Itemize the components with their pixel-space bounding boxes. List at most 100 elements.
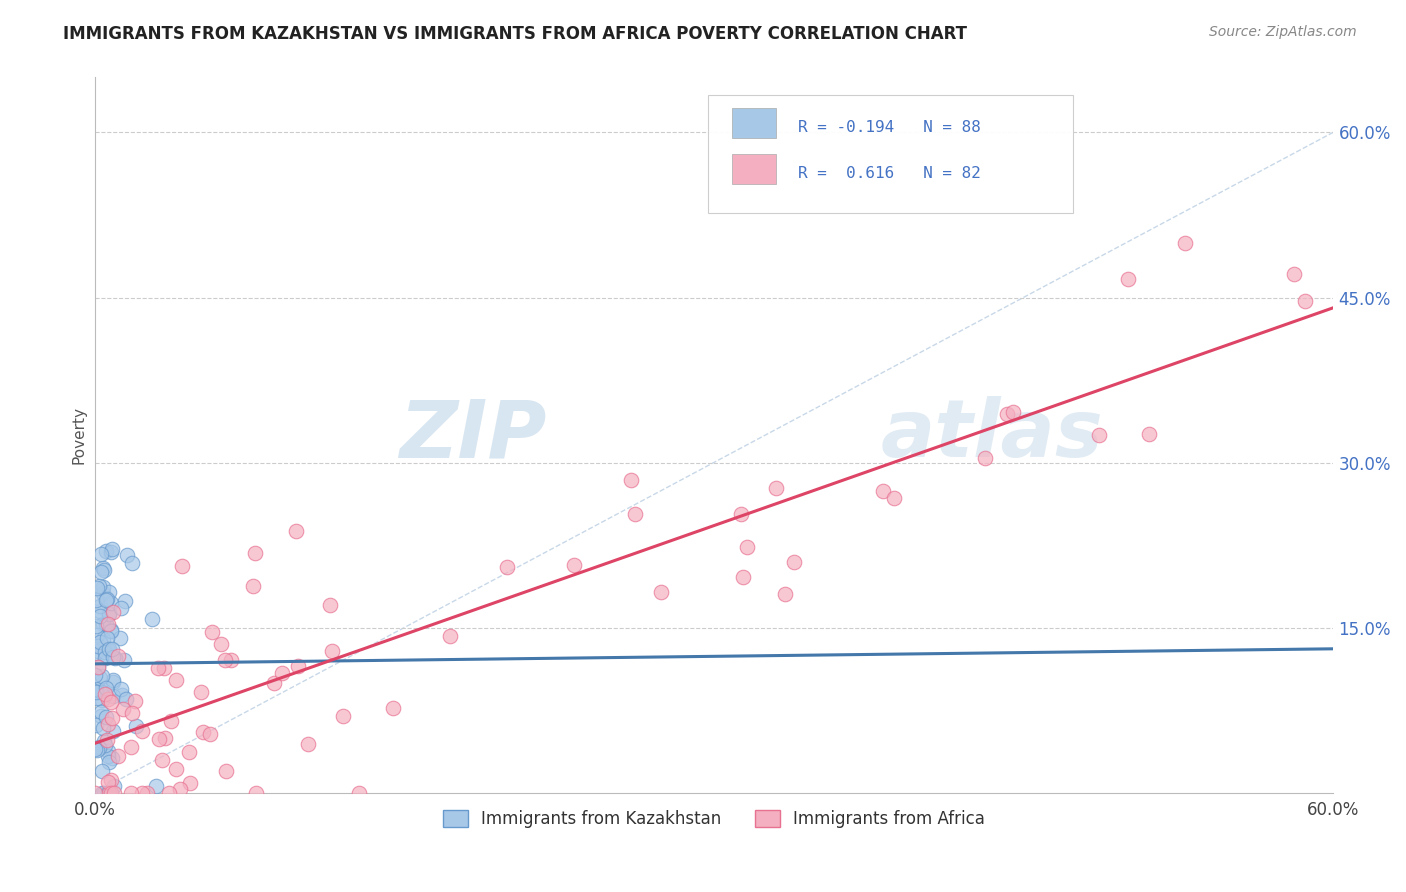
Point	[1282, 267, 1305, 281]
Point	[332, 709, 354, 723]
Point	[297, 738, 319, 752]
Point	[91, 721, 114, 735]
Point	[731, 570, 754, 584]
Point	[101, 750, 124, 764]
Point	[97, 717, 120, 731]
Point	[245, 546, 267, 560]
Point	[170, 558, 193, 573]
Point	[131, 786, 153, 800]
Point	[86, 592, 108, 607]
Point	[87, 660, 110, 674]
Point	[89, 635, 111, 649]
Point	[1116, 271, 1139, 285]
Point	[145, 780, 167, 794]
Text: ZIP: ZIP	[399, 396, 547, 474]
Point	[108, 631, 131, 645]
Point	[141, 612, 163, 626]
Point	[153, 661, 176, 675]
Point	[97, 786, 120, 800]
Point	[190, 685, 212, 699]
Text: R = -0.194   N = 88: R = -0.194 N = 88	[799, 120, 981, 135]
Point	[100, 695, 122, 709]
Point	[94, 648, 117, 663]
Point	[155, 731, 177, 745]
Point	[96, 732, 118, 747]
Point	[96, 681, 118, 696]
Point	[883, 491, 905, 506]
Point	[96, 631, 118, 645]
Point	[773, 587, 796, 601]
Point	[214, 653, 236, 667]
Point	[101, 723, 124, 738]
FancyBboxPatch shape	[733, 154, 776, 185]
Text: atlas: atlas	[882, 396, 1104, 474]
Point	[150, 752, 173, 766]
Point	[97, 643, 120, 657]
Point	[169, 781, 191, 796]
Text: IMMIGRANTS FROM KAZAKHSTAN VS IMMIGRANTS FROM AFRICA POVERTY CORRELATION CHART: IMMIGRANTS FROM KAZAKHSTAN VS IMMIGRANTS…	[63, 25, 967, 43]
Text: R =  0.616   N = 82: R = 0.616 N = 82	[799, 167, 981, 181]
Point	[86, 628, 108, 642]
Point	[104, 651, 127, 665]
Point	[114, 594, 136, 608]
Point	[84, 742, 107, 756]
Point	[86, 582, 108, 596]
Point	[287, 659, 309, 673]
Point	[98, 607, 121, 621]
Point	[103, 689, 125, 703]
Point	[93, 733, 115, 747]
Point	[84, 786, 107, 800]
Point	[98, 607, 121, 621]
Point	[87, 740, 110, 755]
Point	[96, 592, 118, 607]
Point	[89, 609, 111, 624]
Point	[103, 779, 125, 793]
Point	[97, 585, 120, 599]
Point	[1137, 427, 1160, 442]
Point	[120, 786, 142, 800]
FancyBboxPatch shape	[707, 95, 1073, 213]
Legend: Immigrants from Kazakhstan, Immigrants from Africa: Immigrants from Kazakhstan, Immigrants f…	[436, 803, 991, 834]
Point	[650, 585, 672, 599]
Point	[86, 691, 108, 706]
Point	[94, 738, 117, 752]
Point	[87, 578, 110, 592]
Y-axis label: Poverty: Poverty	[72, 406, 86, 464]
Point	[93, 645, 115, 659]
Point	[97, 756, 120, 770]
Point	[165, 762, 187, 776]
Point	[98, 786, 121, 800]
Point	[382, 700, 405, 714]
Point	[84, 717, 107, 731]
Point	[91, 786, 114, 800]
Point	[624, 508, 647, 522]
Point	[157, 786, 180, 800]
Point	[100, 711, 122, 725]
Point	[91, 561, 114, 575]
Point	[89, 599, 111, 613]
Point	[285, 524, 308, 538]
Point	[103, 786, 125, 800]
Point	[90, 764, 112, 778]
Point	[100, 624, 122, 638]
Point	[148, 732, 170, 747]
Point	[91, 632, 114, 647]
Point	[131, 724, 153, 739]
Point	[1001, 405, 1024, 419]
Point	[120, 740, 142, 755]
Point	[765, 481, 787, 495]
Point	[564, 558, 586, 573]
Point	[219, 653, 242, 667]
Point	[97, 691, 120, 706]
Point	[1088, 427, 1111, 442]
Point	[270, 665, 292, 680]
Point	[90, 565, 112, 579]
Point	[101, 606, 124, 620]
Point	[107, 648, 129, 663]
Point	[94, 687, 117, 701]
Point	[111, 702, 134, 716]
Point	[90, 693, 112, 707]
Point	[496, 560, 519, 574]
Point	[90, 705, 112, 719]
Point	[112, 653, 135, 667]
